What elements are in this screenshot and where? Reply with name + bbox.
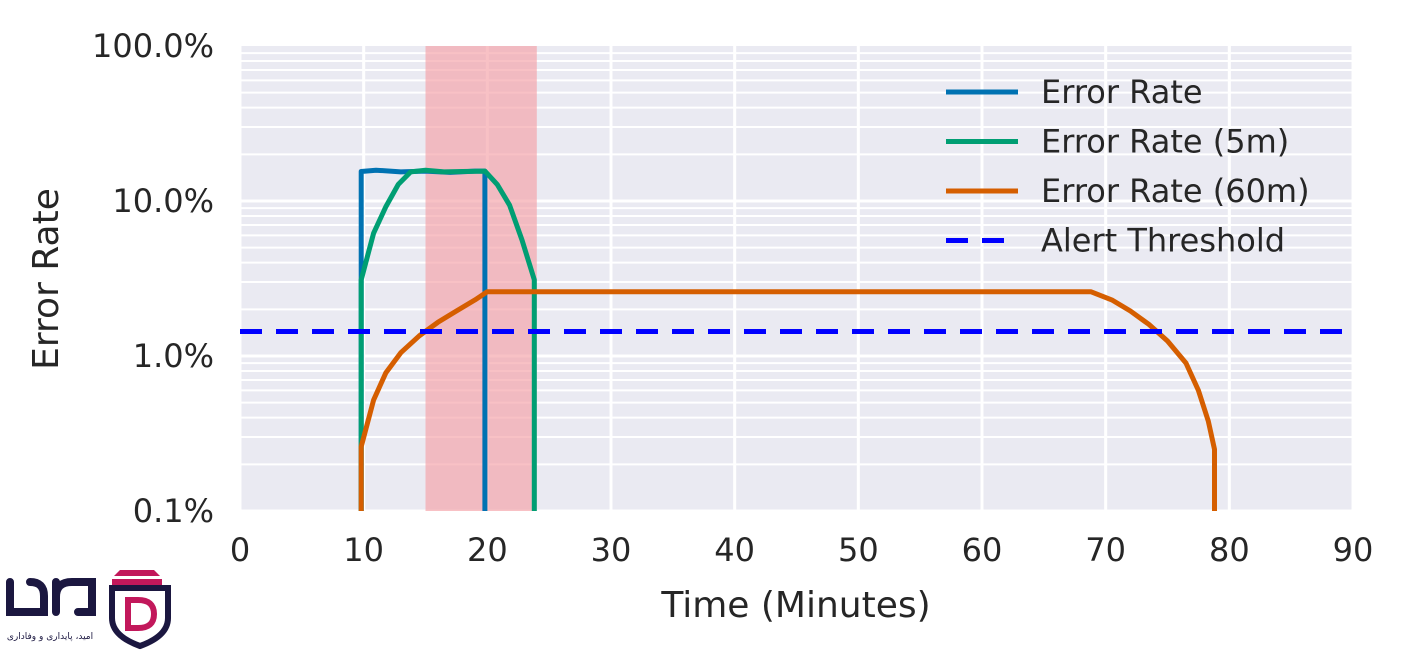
x-tick-label: 10 [343, 531, 384, 569]
logo-shield-icon [109, 570, 171, 650]
legend-label: Error Rate (60m) [1041, 172, 1310, 210]
y-tick-label: 1.0% [133, 337, 214, 375]
x-axis-label: Time (Minutes) [660, 585, 930, 626]
legend-label: Error Rate [1041, 73, 1203, 111]
series-error-rate-60m [358, 289, 1217, 511]
x-tick-label: 40 [714, 531, 755, 569]
y-tick-label: 0.1% [133, 492, 214, 530]
logo-wordmark-icon [6, 578, 96, 616]
y-tick-label: 100.0% [92, 27, 214, 65]
series-error-rate-5m [358, 167, 537, 511]
x-tick-label: 70 [1085, 531, 1126, 569]
legend-label: Error Rate (5m) [1041, 123, 1289, 161]
x-tick-label: 0 [230, 531, 250, 569]
logo: امید، پایداری و وفاداری [4, 566, 176, 650]
legend: Error Rate Error Rate (5m) Error Rate (60m… [946, 73, 1310, 260]
x-tick-label: 90 [1333, 531, 1374, 569]
series-lines [240, 167, 1353, 511]
y-tick-label: 10.0% [112, 182, 214, 220]
highlight-region [425, 46, 537, 511]
y-tick-labels: 0.1% 1.0% 10.0% 100.0% [92, 27, 214, 530]
legend-label: Alert Threshold [1041, 222, 1285, 260]
x-tick-label: 50 [838, 531, 879, 569]
x-tick-label: 80 [1209, 531, 1250, 569]
logo-tagline: امید، پایداری و وفاداری [7, 632, 93, 642]
x-tick-label: 60 [962, 531, 1003, 569]
plot-background [240, 46, 1353, 511]
x-tick-label: 30 [591, 531, 632, 569]
x-tick-labels: 0 10 20 30 40 50 60 70 80 90 [230, 531, 1374, 569]
x-tick-label: 20 [467, 531, 508, 569]
y-axis-label: Error Rate [26, 188, 67, 370]
